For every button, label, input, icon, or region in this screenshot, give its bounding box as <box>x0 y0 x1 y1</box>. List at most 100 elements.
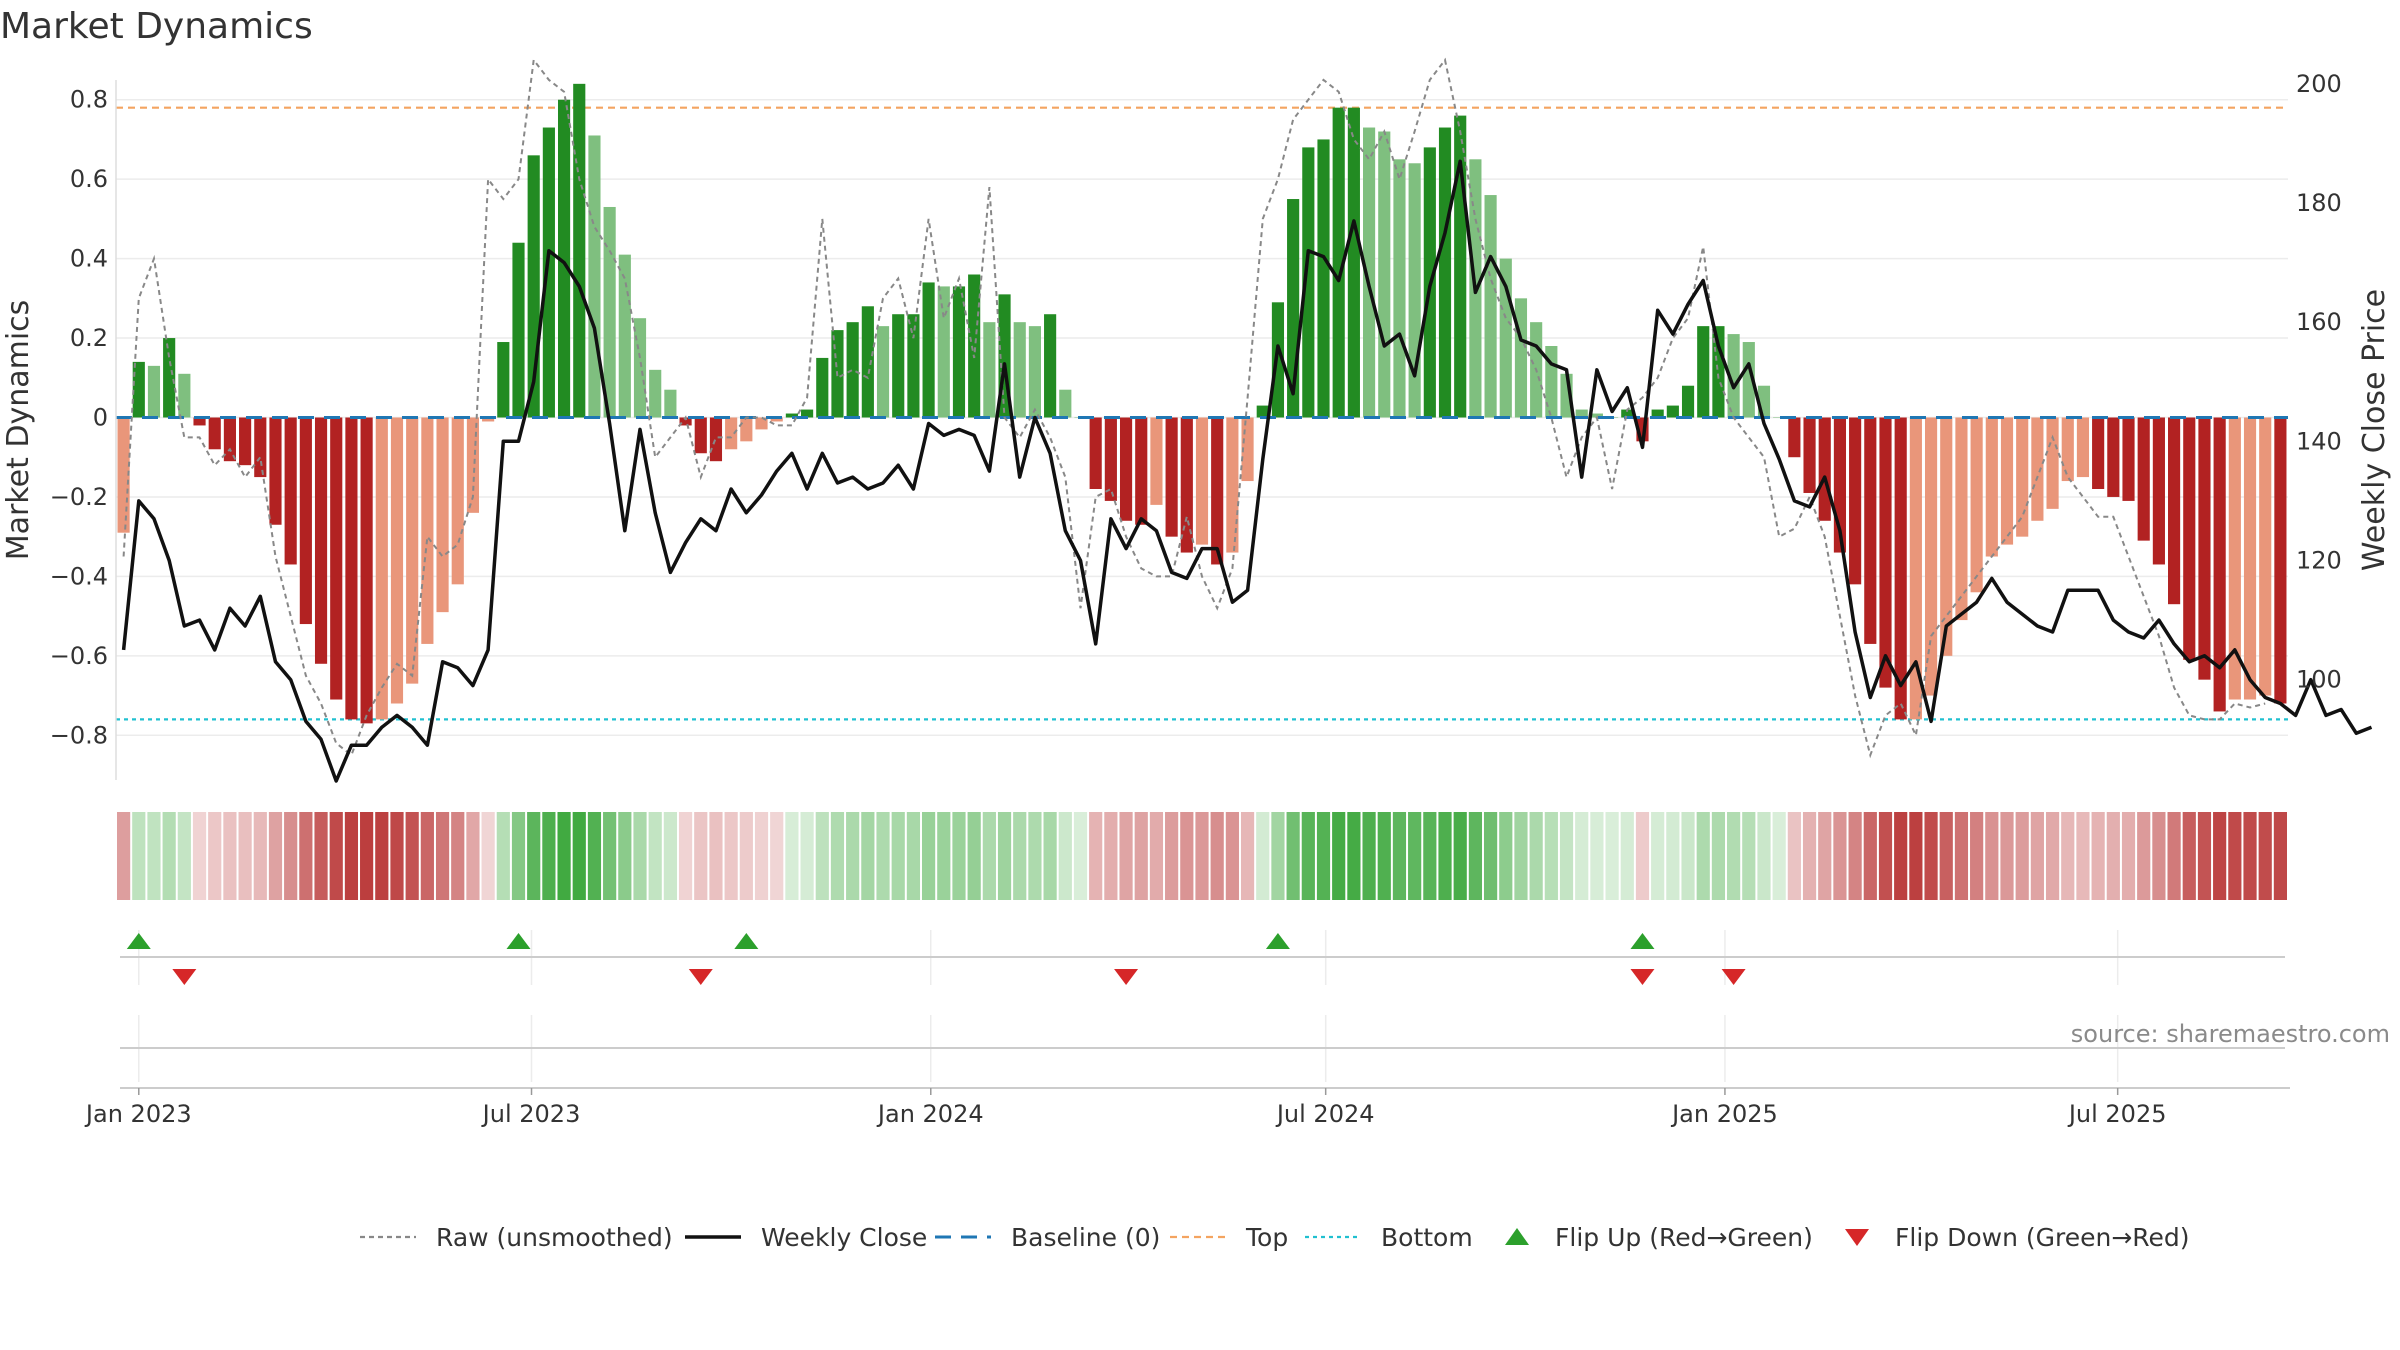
dynamics-bar <box>1788 417 1801 458</box>
dynamics-bar <box>2061 417 2074 482</box>
y2-tick-label: 160 <box>2296 308 2342 336</box>
x-tick-label: Jul 2024 <box>1275 1100 1375 1128</box>
regime-band <box>739 812 753 900</box>
regime-band <box>2106 812 2120 900</box>
flip-down-marker <box>1630 969 1655 985</box>
dynamics-bar <box>1195 417 1209 545</box>
regime-band <box>527 812 541 900</box>
dynamics-bar <box>132 361 145 418</box>
regime-band <box>1681 812 1695 900</box>
dynamics-bar <box>861 306 874 418</box>
dynamics-bar <box>1013 322 1026 418</box>
dynamics-bar <box>785 413 798 418</box>
regime-band <box>891 812 905 900</box>
regime-band <box>496 812 510 900</box>
dynamics-bar <box>2183 417 2196 660</box>
flip-down-marker <box>1114 969 1139 985</box>
dynamics-bar <box>983 322 996 418</box>
dynamics-bar <box>147 365 161 418</box>
dynamics-bar <box>512 242 525 418</box>
dynamics-bar <box>163 338 176 418</box>
regime-band <box>922 812 936 900</box>
dynamics-bar <box>1059 389 1072 418</box>
regime-band <box>2030 812 2044 900</box>
regime-band <box>1195 812 1209 900</box>
regime-band <box>132 812 146 900</box>
dynamics-bar <box>1955 417 1968 621</box>
regime-band <box>754 812 769 900</box>
regime-band <box>420 812 434 900</box>
y-tick-label: 0.6 <box>70 165 108 193</box>
dynamics-bar <box>1135 417 1148 525</box>
regime-band <box>2197 812 2212 900</box>
regime-band <box>1590 812 1604 900</box>
regime-band <box>1043 812 1057 900</box>
regime-band <box>481 812 495 900</box>
dynamics-bar <box>1514 298 1528 418</box>
regime-band <box>1833 812 1847 900</box>
dynamics-bar <box>1894 417 1907 720</box>
flip-markers-panel <box>120 930 2285 1082</box>
regime-band <box>2000 812 2014 900</box>
regime-band <box>1863 812 1877 900</box>
y-tick-label: 0 <box>93 404 108 432</box>
dynamics-bar <box>649 369 662 418</box>
dynamics-bar <box>1590 413 1603 418</box>
dynamics-bar <box>1438 127 1452 418</box>
regime-band <box>785 812 799 900</box>
dynamics-bar <box>193 417 206 426</box>
flip-down-marker <box>688 969 713 985</box>
regime-band <box>2152 812 2166 900</box>
dynamics-bar <box>390 417 404 704</box>
y2-tick-label: 100 <box>2296 666 2342 694</box>
legend-label: Top <box>1245 1223 1288 1252</box>
regime-band <box>253 812 267 900</box>
dynamics-bar <box>117 417 130 533</box>
dynamics-bar <box>2092 417 2105 489</box>
regime-band <box>1757 812 1771 900</box>
legend-label: Bottom <box>1381 1223 1473 1252</box>
dynamics-bar <box>922 282 935 418</box>
regime-band <box>238 812 252 900</box>
regime-band <box>375 812 389 900</box>
dynamics-bar <box>1651 409 1664 418</box>
dynamics-bar <box>755 417 768 430</box>
regime-band <box>648 812 662 900</box>
regime-band <box>1802 812 1817 900</box>
regime-band <box>1104 812 1118 900</box>
regime-band <box>2273 812 2287 900</box>
regime-band <box>800 812 814 900</box>
legend-swatch-flip-up <box>1505 1228 1529 1245</box>
y-axis-label: Market Dynamics <box>1 300 36 561</box>
regime-band <box>2091 812 2105 900</box>
flip-down-marker <box>172 969 197 985</box>
legend-label: Baseline (0) <box>1011 1223 1160 1252</box>
dynamics-bar <box>2198 417 2211 680</box>
regime-band <box>846 812 860 900</box>
regime-band <box>390 812 404 900</box>
dynamics-bar <box>1028 326 1041 418</box>
regime-band <box>1605 812 1619 900</box>
regime-band <box>405 812 419 900</box>
regime-band <box>208 812 222 900</box>
dynamics-bar <box>2168 417 2181 605</box>
dynamics-bar <box>1271 302 1285 418</box>
x-tick-label: Jul 2023 <box>481 1100 581 1128</box>
dynamics-bar <box>1378 131 1391 418</box>
regime-band <box>2061 812 2075 900</box>
regime-band <box>1772 812 1786 900</box>
regime-band <box>663 812 677 900</box>
regime-band <box>223 812 237 900</box>
regime-band <box>1240 812 1255 900</box>
dynamics-bar <box>1985 417 1998 557</box>
flip-up-marker <box>506 933 531 949</box>
regime-band <box>861 812 875 900</box>
regime-band <box>1848 812 1862 900</box>
dynamics-bar <box>406 417 419 684</box>
dynamics-bar <box>1575 409 1588 418</box>
regime-band <box>1225 812 1239 900</box>
regime-band <box>1727 812 1741 900</box>
y-tick-label: −0.2 <box>50 483 108 511</box>
regime-band <box>618 812 632 900</box>
